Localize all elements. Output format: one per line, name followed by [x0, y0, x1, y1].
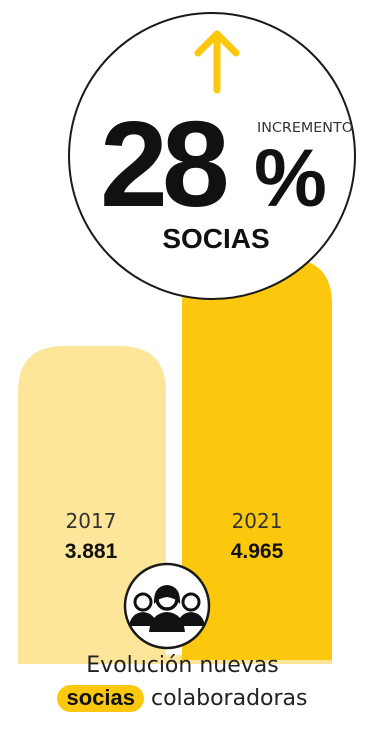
- bar-year-label-2021: 2021: [232, 509, 283, 533]
- caption-line-1: Evolución nuevas: [86, 653, 279, 678]
- increment-unit: %: [254, 133, 327, 224]
- bar-value-label-2017: 3.881: [65, 540, 118, 563]
- bar-year-label-2017: 2017: [66, 509, 117, 533]
- caption-line-2-rest: colaboradoras: [143, 686, 308, 711]
- bar-value-label-2021: 4.965: [231, 540, 284, 563]
- increment-value: 28: [100, 96, 227, 232]
- bar-2017: [18, 346, 166, 660]
- caption-line-2: socias colaboradoras: [0, 682, 365, 715]
- socias-label: SOCIAS: [162, 223, 269, 254]
- baseline: [18, 655, 332, 664]
- chart-caption: Evolución nuevas socias colaboradoras: [0, 650, 365, 715]
- arrow-up-icon: [194, 30, 240, 94]
- people-group-icon: [123, 562, 211, 650]
- caption-highlight: socias: [57, 685, 144, 712]
- increment-label: INCREMENTO: [257, 120, 353, 136]
- increment-badge-circle: [68, 12, 356, 300]
- bar-2021: [182, 258, 332, 660]
